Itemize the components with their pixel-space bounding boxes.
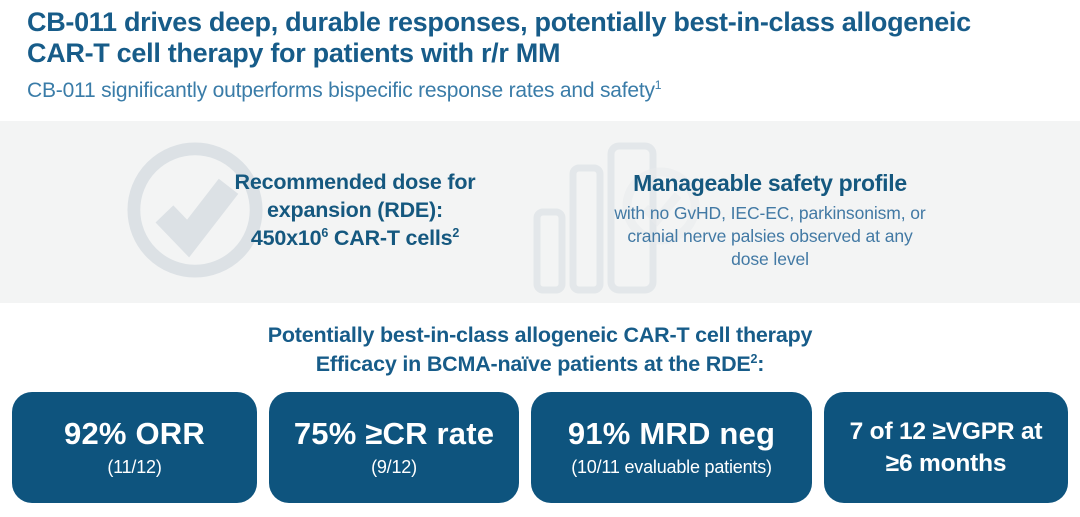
dose-value-exponent: 6 — [321, 225, 329, 240]
dose-value-base: 450x10 — [250, 225, 322, 250]
stat-value-line1: 7 of 12 ≥VGPR at — [849, 417, 1043, 445]
stat-card-orr: 92% ORR (11/12) — [12, 392, 257, 503]
safety-title: Manageable safety profile — [633, 170, 907, 196]
stat-value: 75% ≥CR rate — [293, 416, 495, 452]
efficacy-footnote-ref: 2 — [750, 351, 758, 366]
check-circle-icon — [126, 136, 264, 282]
highlight-band: Recommended dose for expansion (RDE): 45… — [0, 121, 1080, 303]
safety-line3: dose level — [731, 249, 809, 270]
dose-line1: Recommended dose for — [234, 170, 476, 194]
safety-line1: with no GvHD, IEC-EC, parkinsonism, or — [614, 203, 926, 223]
subtitle-footnote-ref: 1 — [654, 77, 662, 92]
page-title-line2: CAR-T cell therapy for patients with r/r… — [27, 38, 561, 69]
efficacy-heading-line2: Efficacy in BCMA-naïve patients at the R… — [0, 350, 1080, 379]
stat-card-vgpr: 7 of 12 ≥VGPR at ≥6 months — [824, 392, 1068, 503]
stat-value-line2: ≥6 months — [885, 449, 1007, 477]
dose-value-rest: CAR-T cells — [328, 225, 453, 250]
dose-footnote-ref: 2 — [452, 225, 460, 240]
efficacy-heading: Potentially best-in-class allogeneic CAR… — [0, 321, 1080, 378]
efficacy-heading-line1: Potentially best-in-class allogeneic CAR… — [267, 323, 813, 347]
check-badge-watermark-icon — [620, 165, 702, 247]
efficacy-heading-colon: : — [757, 351, 765, 376]
dose-line3: 450x106 CAR-T cells2 — [200, 225, 510, 253]
stat-card-mrd-neg: 91% MRD neg (10/11 evaluable patients) — [531, 392, 812, 503]
stat-value: 91% MRD neg — [567, 416, 776, 452]
stats-row: 92% ORR (11/12) 75% ≥CR rate (9/12) 91% … — [12, 392, 1068, 503]
stat-detail: (11/12) — [107, 456, 162, 477]
dose-statement: Recommended dose for expansion (RDE): 45… — [200, 169, 510, 253]
dose-line2: expansion (RDE): — [267, 197, 443, 222]
page-subtitle: CB-011 significantly outperforms bispeci… — [27, 79, 1060, 103]
subtitle-text: CB-011 significantly outperforms bispeci… — [27, 78, 655, 102]
stat-detail: (10/11 evaluable patients) — [571, 456, 772, 477]
page-title-line1: CB-011 drives deep, durable responses, p… — [27, 7, 971, 37]
safety-line2: cranial nerve palsies observed at any — [627, 226, 913, 247]
safety-statement: Manageable safety profile with no GvHD, … — [605, 170, 935, 271]
safety-body: with no GvHD, IEC-EC, parkinsonism, or c… — [605, 202, 935, 271]
stat-detail: (9/12) — [371, 456, 417, 477]
stat-card-cr-rate: 75% ≥CR rate (9/12) — [269, 392, 519, 503]
stat-value: 92% ORR — [64, 416, 205, 452]
efficacy-heading-line2-text: Efficacy in BCMA-naïve patients at the R… — [315, 351, 751, 376]
header: CB-011 drives deep, durable responses, p… — [27, 7, 1060, 103]
